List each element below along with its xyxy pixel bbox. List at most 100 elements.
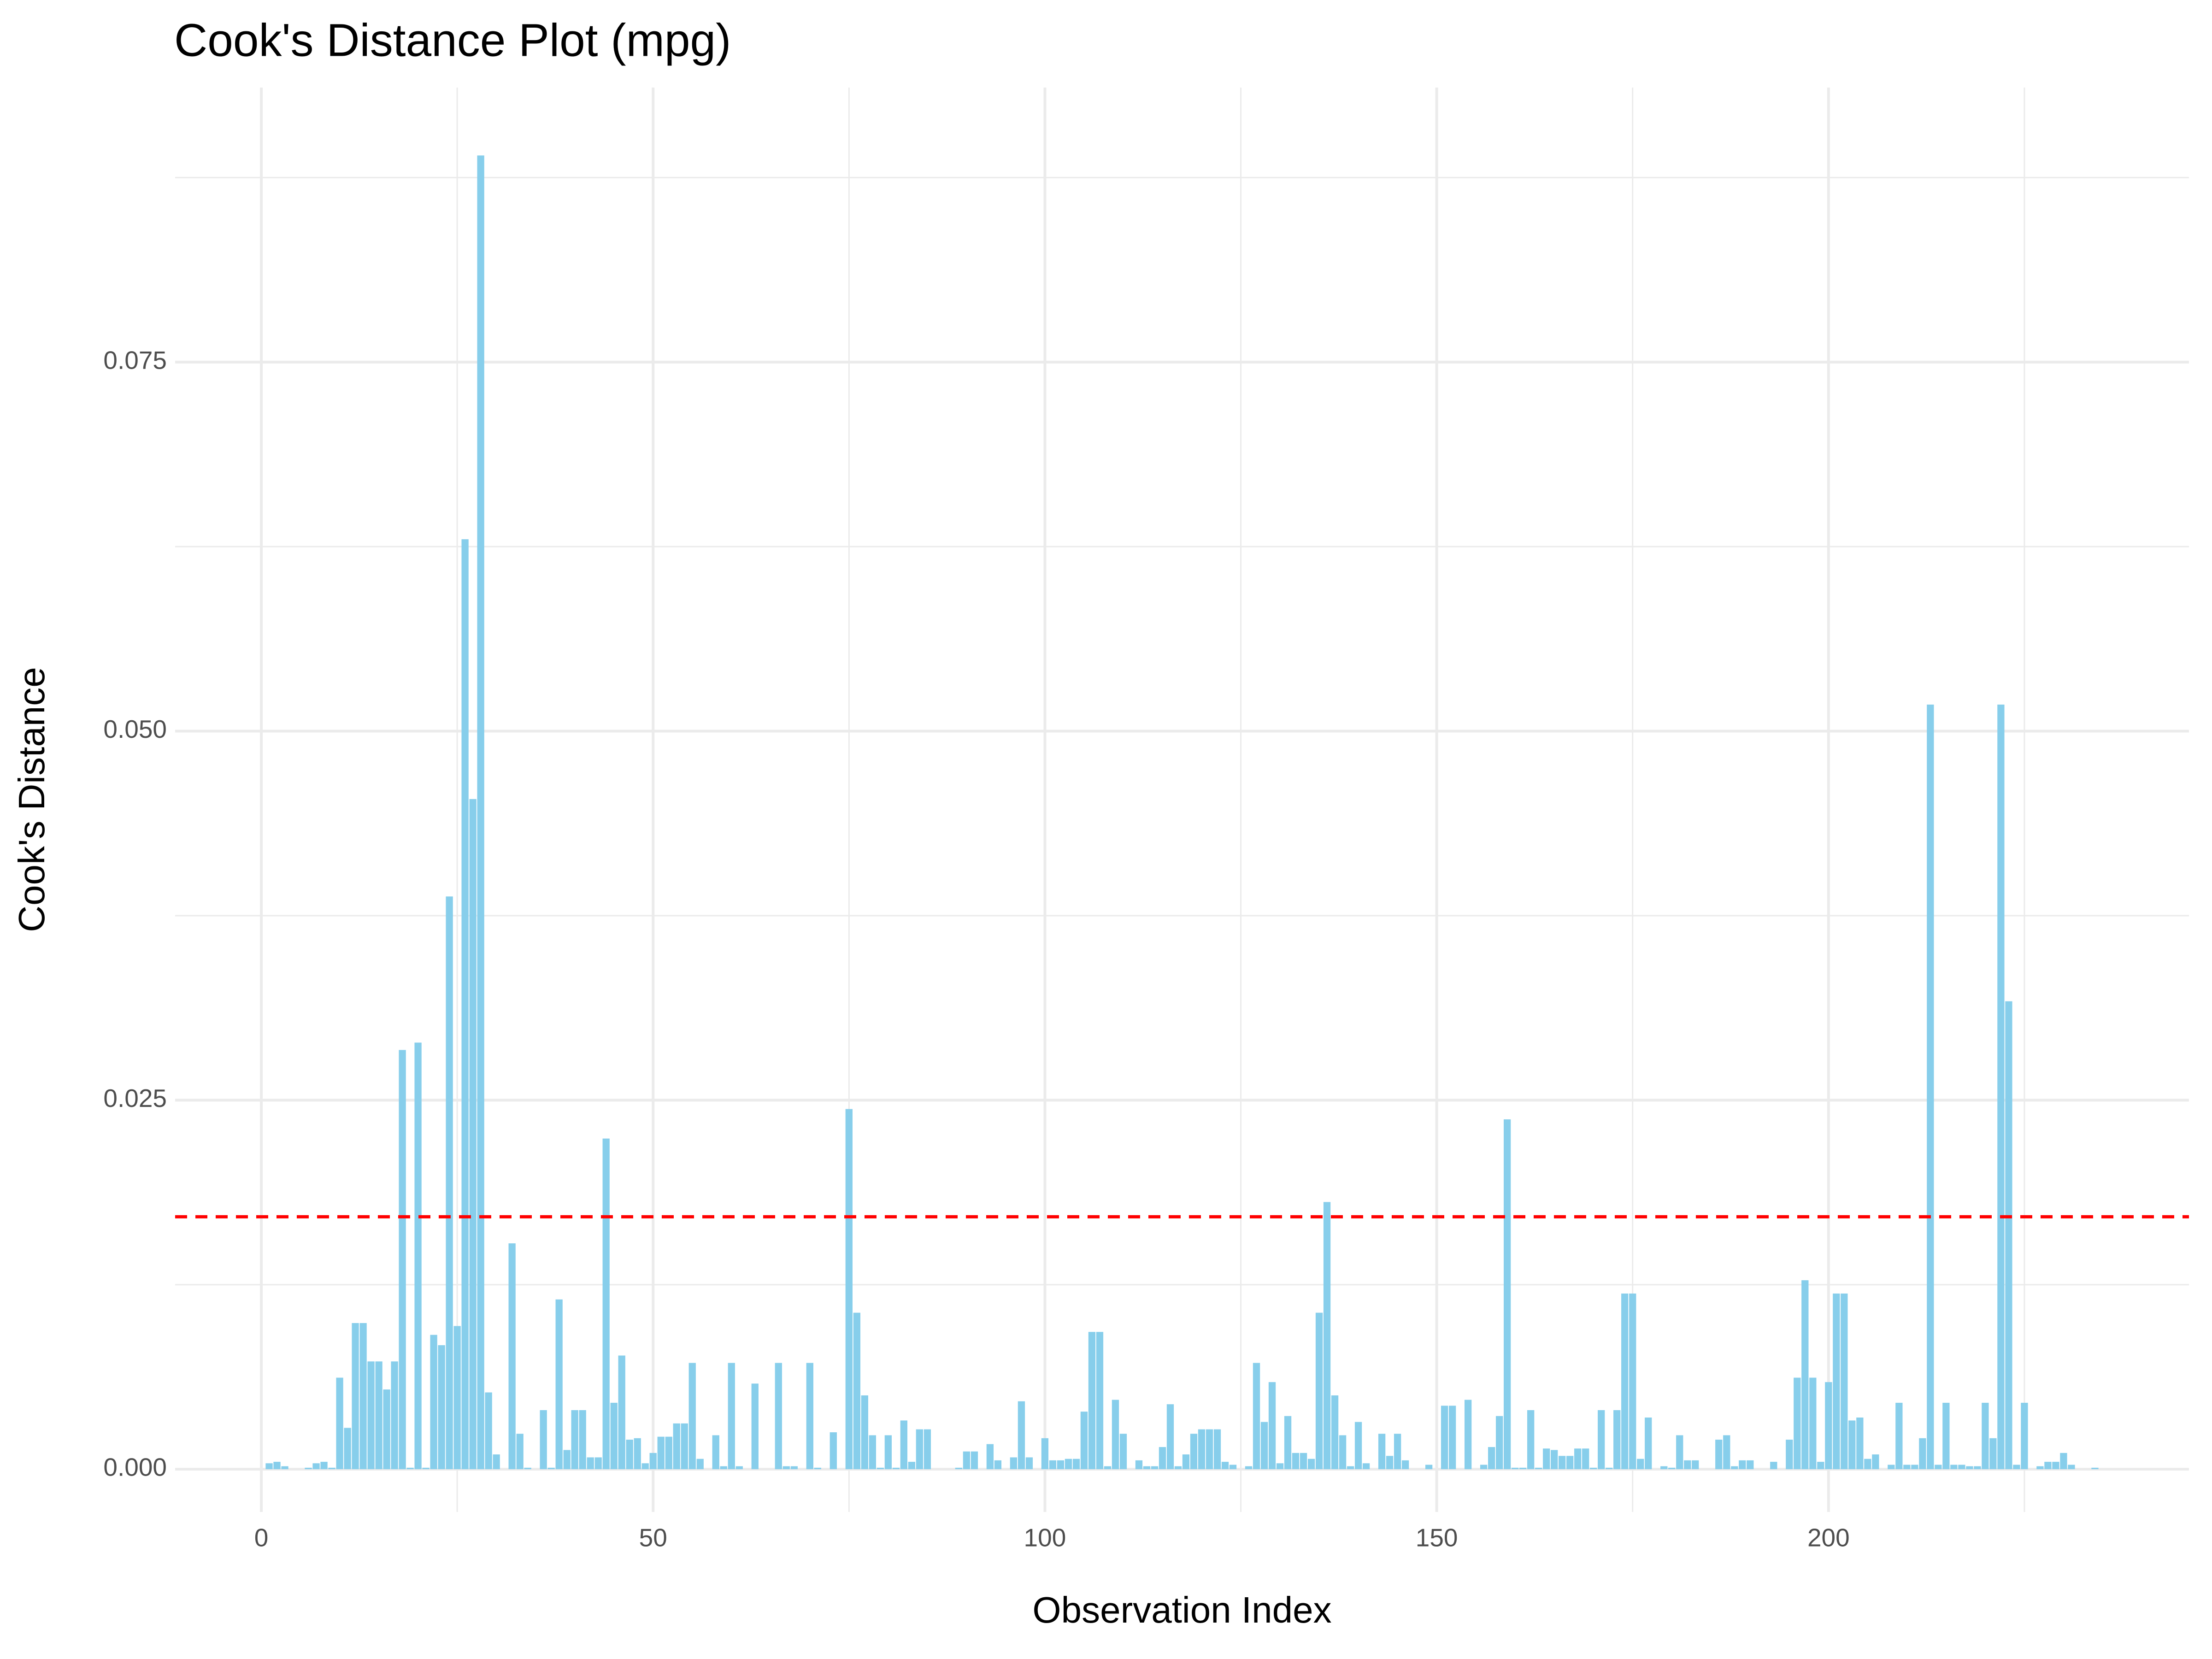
bar bbox=[367, 1361, 375, 1470]
bar bbox=[1911, 1465, 1918, 1470]
bar bbox=[1143, 1466, 1151, 1470]
bar bbox=[1119, 1434, 1127, 1470]
bar bbox=[1276, 1463, 1284, 1470]
bar bbox=[571, 1410, 578, 1470]
bar bbox=[587, 1457, 594, 1470]
bar bbox=[1229, 1465, 1237, 1470]
bar bbox=[1574, 1448, 1582, 1470]
bar bbox=[328, 1467, 335, 1470]
bar bbox=[524, 1467, 531, 1470]
bar bbox=[1182, 1454, 1190, 1470]
bar bbox=[845, 1109, 853, 1470]
bar bbox=[2036, 1466, 2044, 1470]
bar bbox=[312, 1463, 320, 1470]
bar bbox=[908, 1462, 916, 1470]
bar bbox=[516, 1434, 524, 1470]
chart-title: Cook's Distance Plot (mpg) bbox=[174, 14, 731, 66]
bar bbox=[555, 1299, 563, 1470]
y-tick-label: 0.000 bbox=[103, 1453, 167, 1482]
bar bbox=[892, 1467, 900, 1470]
bar bbox=[1307, 1459, 1315, 1470]
bar bbox=[634, 1438, 641, 1470]
bar bbox=[1378, 1434, 1386, 1470]
bar bbox=[1166, 1404, 1174, 1470]
bar bbox=[782, 1466, 790, 1470]
bar bbox=[735, 1466, 743, 1470]
bar bbox=[352, 1323, 359, 1470]
bar bbox=[1268, 1382, 1276, 1470]
bar bbox=[547, 1467, 555, 1470]
bar bbox=[1966, 1466, 1973, 1470]
bar bbox=[775, 1363, 782, 1470]
bar bbox=[1848, 1420, 1856, 1470]
bar bbox=[1825, 1382, 1832, 1470]
bar bbox=[1668, 1467, 1676, 1470]
bar bbox=[1856, 1418, 1864, 1470]
bar bbox=[1049, 1460, 1057, 1470]
bar bbox=[971, 1451, 978, 1470]
bar bbox=[1347, 1466, 1354, 1470]
bar bbox=[1841, 1293, 1848, 1470]
bar bbox=[1888, 1465, 1895, 1470]
bar bbox=[814, 1467, 821, 1470]
bar bbox=[1394, 1434, 1401, 1470]
bar bbox=[1018, 1401, 1025, 1470]
bar bbox=[1621, 1293, 1629, 1470]
bar bbox=[1104, 1466, 1112, 1470]
bar bbox=[508, 1243, 516, 1470]
bar bbox=[2091, 1467, 2099, 1470]
bar bbox=[1010, 1457, 1018, 1470]
bar bbox=[1676, 1435, 1683, 1470]
bar bbox=[1057, 1460, 1065, 1470]
bar bbox=[830, 1432, 837, 1470]
bar bbox=[1080, 1412, 1088, 1470]
bar bbox=[477, 155, 484, 1470]
bar bbox=[1919, 1438, 1926, 1470]
bar bbox=[1927, 704, 1934, 1470]
bar bbox=[681, 1423, 688, 1470]
bar bbox=[626, 1440, 633, 1470]
bar bbox=[1794, 1377, 1801, 1470]
bar bbox=[1425, 1465, 1433, 1470]
bar bbox=[751, 1383, 759, 1470]
bar bbox=[1942, 1402, 1950, 1470]
bar bbox=[1300, 1453, 1307, 1470]
bar bbox=[2013, 1465, 2020, 1470]
bar bbox=[391, 1361, 398, 1470]
bar bbox=[696, 1459, 704, 1470]
bar bbox=[1645, 1418, 1652, 1470]
bar bbox=[1401, 1460, 1409, 1470]
bar bbox=[2044, 1462, 2052, 1470]
bar bbox=[1190, 1434, 1198, 1470]
bar bbox=[1480, 1465, 1488, 1470]
bar bbox=[1025, 1457, 1033, 1470]
bar bbox=[469, 799, 477, 1470]
bar bbox=[1527, 1410, 1535, 1470]
bar bbox=[446, 896, 453, 1470]
bar bbox=[1245, 1466, 1253, 1470]
bar bbox=[1566, 1456, 1574, 1470]
y-tick-label: 0.075 bbox=[103, 346, 167, 374]
bar bbox=[1112, 1400, 1119, 1470]
bar bbox=[414, 1042, 422, 1470]
bar bbox=[1903, 1465, 1911, 1470]
bar bbox=[1362, 1463, 1370, 1470]
x-tick-label: 50 bbox=[639, 1524, 667, 1552]
bar bbox=[430, 1335, 437, 1470]
bar bbox=[641, 1463, 649, 1470]
bar bbox=[1284, 1416, 1292, 1470]
bar bbox=[1065, 1459, 1072, 1470]
bar bbox=[1088, 1332, 1096, 1470]
bar bbox=[1895, 1402, 1903, 1470]
bar bbox=[1221, 1462, 1229, 1470]
bar bbox=[1159, 1447, 1166, 1470]
bar bbox=[1386, 1456, 1394, 1470]
bar bbox=[869, 1435, 876, 1470]
bar bbox=[1950, 1465, 1958, 1470]
bar bbox=[273, 1462, 281, 1470]
bar bbox=[1637, 1459, 1644, 1470]
bar bbox=[1817, 1462, 1824, 1470]
bar bbox=[602, 1138, 610, 1470]
bar bbox=[1997, 704, 2005, 1470]
bar bbox=[1606, 1467, 1613, 1470]
